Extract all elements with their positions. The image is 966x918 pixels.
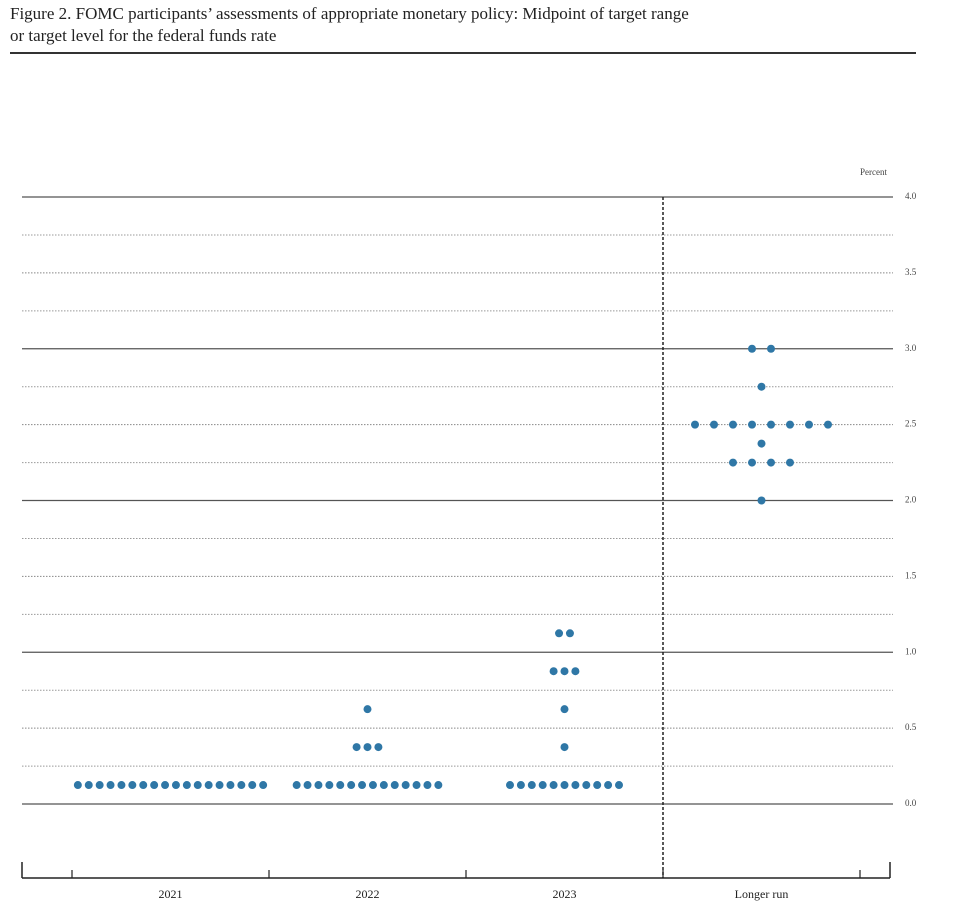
dot bbox=[363, 743, 372, 752]
dot bbox=[786, 458, 794, 467]
y-tick-label: 2.0 bbox=[905, 495, 917, 505]
dot bbox=[710, 420, 718, 429]
dot bbox=[336, 781, 345, 790]
dot bbox=[248, 781, 257, 790]
dot bbox=[757, 496, 766, 505]
dot bbox=[560, 705, 569, 714]
dot bbox=[824, 420, 832, 429]
dot bbox=[368, 781, 377, 790]
dot bbox=[171, 781, 180, 790]
dot bbox=[560, 781, 569, 790]
dot bbox=[128, 781, 137, 790]
dot bbox=[237, 781, 246, 790]
dot bbox=[363, 705, 372, 714]
dot bbox=[379, 781, 388, 790]
dot bbox=[767, 420, 775, 429]
dot bbox=[748, 344, 756, 353]
dot bbox=[571, 667, 580, 676]
dot bbox=[358, 781, 367, 790]
dot bbox=[506, 781, 514, 790]
dot bbox=[729, 458, 737, 467]
x-tick-label: 2022 bbox=[356, 887, 380, 901]
dot bbox=[182, 781, 191, 790]
dot bbox=[423, 781, 432, 790]
dot bbox=[571, 781, 580, 790]
dot bbox=[757, 382, 766, 391]
dot bbox=[560, 667, 569, 676]
dot bbox=[374, 743, 383, 752]
dot bbox=[314, 781, 323, 790]
dot bbox=[615, 781, 623, 790]
dot bbox=[757, 439, 766, 448]
dot bbox=[767, 458, 775, 467]
dot bbox=[292, 781, 301, 790]
dot bbox=[516, 781, 525, 790]
dot bbox=[549, 667, 558, 676]
y-tick-label: 0.5 bbox=[905, 722, 917, 732]
dot bbox=[555, 629, 564, 638]
dot bbox=[805, 420, 813, 429]
dot bbox=[106, 781, 115, 790]
dot bbox=[538, 781, 547, 790]
dot bbox=[527, 781, 536, 790]
x-tick-label: 2021 bbox=[159, 887, 183, 901]
dot bbox=[150, 781, 159, 790]
dot bbox=[560, 743, 569, 752]
dot bbox=[139, 781, 148, 790]
dot bbox=[549, 781, 558, 790]
x-tick-label: 2023 bbox=[553, 887, 577, 901]
dot bbox=[95, 781, 104, 790]
y-tick-label: 3.5 bbox=[905, 267, 917, 277]
dot bbox=[748, 420, 756, 429]
dot bbox=[434, 781, 443, 790]
dot bbox=[582, 781, 591, 790]
dot bbox=[117, 781, 126, 790]
y-tick-label: 0.0 bbox=[905, 798, 917, 808]
dot bbox=[347, 781, 356, 790]
dot bbox=[604, 781, 613, 790]
dot bbox=[226, 781, 235, 790]
y-tick-label: 3.0 bbox=[905, 343, 917, 353]
dot bbox=[401, 781, 410, 790]
dot bbox=[325, 781, 334, 790]
dot bbox=[193, 781, 202, 790]
dot bbox=[204, 781, 213, 790]
dot bbox=[786, 420, 794, 429]
dot bbox=[729, 420, 737, 429]
chart-title: or target level for the federal funds ra… bbox=[10, 26, 276, 45]
chart-title: Figure 2. FOMC participants’ assessments… bbox=[10, 4, 689, 23]
dot bbox=[691, 420, 699, 429]
y-axis-label: Percent bbox=[860, 167, 887, 177]
y-tick-label: 1.0 bbox=[905, 646, 917, 656]
x-tick-label: Longer run bbox=[735, 887, 789, 901]
dot bbox=[412, 781, 421, 790]
y-tick-label: 4.0 bbox=[905, 191, 917, 201]
dot bbox=[352, 743, 361, 752]
dot bbox=[259, 781, 268, 790]
dot bbox=[767, 344, 775, 353]
dot bbox=[390, 781, 399, 790]
y-tick-label: 2.5 bbox=[905, 419, 917, 429]
dot bbox=[161, 781, 170, 790]
dot bbox=[748, 458, 756, 467]
dot bbox=[565, 629, 574, 638]
dot bbox=[84, 781, 93, 790]
dot bbox=[303, 781, 312, 790]
dot bbox=[73, 781, 82, 790]
y-tick-label: 1.5 bbox=[905, 570, 917, 580]
dot bbox=[215, 781, 224, 790]
dot bbox=[593, 781, 602, 790]
